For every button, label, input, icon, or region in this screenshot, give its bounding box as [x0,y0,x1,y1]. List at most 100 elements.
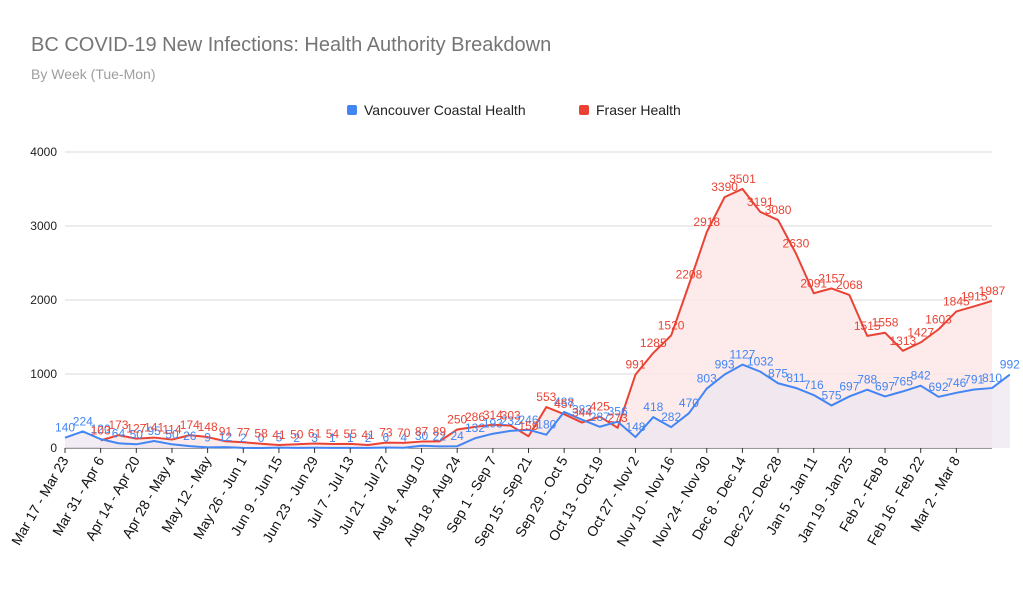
data-label: 803 [697,372,717,386]
data-label: 55 [344,427,358,441]
y-tick-label: 4000 [30,145,57,159]
data-label: 303 [501,409,521,423]
data-label: 3191 [747,195,774,209]
data-label: 3080 [765,203,792,217]
data-label: 2 [365,431,372,445]
data-label: 992 [1000,358,1020,372]
data-label: 842 [911,369,931,383]
data-label: 30 [415,429,429,443]
data-label: 87 [415,425,429,439]
series-line-0 [64,363,1011,449]
data-label: 575 [822,388,842,402]
data-label: 1313 [890,334,917,348]
data-label: 5 [276,431,283,445]
y-tick-label: 0 [50,441,57,455]
data-label: 1558 [872,316,899,330]
data-label: 61 [308,426,322,440]
data-label: 120 [91,422,111,436]
data-label: 344 [572,406,592,420]
data-label: 1285 [640,336,667,350]
data-label: 173 [108,418,128,432]
data-label: 180 [536,418,556,432]
data-label: 788 [857,373,877,387]
data-label: 3501 [729,172,756,186]
data-label: 148 [198,420,218,434]
data-label: 4 [400,431,407,445]
chart-subtitle: By Week (Tue-Mon) [31,66,156,82]
data-label: 224 [73,414,93,428]
data-label: 314 [483,408,503,422]
legend-swatch-1 [579,105,589,115]
data-label: 132 [465,421,485,435]
data-label: 1 [329,431,336,445]
legend-swatch-0 [347,105,357,115]
data-label: 141 [144,421,164,435]
data-label: 70 [397,426,411,440]
data-label: 697 [875,379,895,393]
data-label: 3 [311,431,318,445]
data-label: 77 [237,425,251,439]
data-label: 50 [130,427,144,441]
data-label: 114 [162,423,181,437]
data-label: 3390 [711,180,738,194]
data-label: 697 [839,379,859,393]
series-line-1 [100,187,993,446]
data-label: 356 [608,405,628,419]
data-label: 50 [290,427,304,441]
data-label: 470 [679,396,699,410]
legend-label-1: Fraser Health [596,102,681,118]
data-label: 148 [625,420,645,434]
y-tick-label: 3000 [30,219,57,233]
data-label: 282 [661,410,681,424]
data-label: 746 [946,376,966,390]
data-label: 2208 [676,268,703,282]
data-label: 64 [112,426,126,440]
data-label: 2918 [693,215,720,229]
data-label: 991 [625,358,645,372]
data-label: 993 [715,358,735,372]
data-label: 6 [383,431,390,445]
data-label: 174 [180,418,200,432]
data-label: 1845 [943,294,970,308]
data-label: 425 [590,400,610,414]
data-label: 810 [982,371,1002,385]
data-label: 1 [347,431,354,445]
data-label: 9 [204,430,211,444]
data-label: 103 [91,423,111,437]
data-label: 2091 [800,276,827,290]
data-label: 286 [465,410,485,424]
data-label: 250 [447,413,467,427]
data-label: 89 [433,424,447,438]
data-label: 1915 [961,289,988,303]
data-label: 1987 [979,284,1006,298]
data-label: 765 [893,374,913,388]
data-label: 875 [768,366,788,380]
data-label: 232 [501,414,521,428]
data-label: 41 [361,428,375,442]
data-label: 418 [643,400,663,414]
data-label: 58 [254,427,268,441]
data-label: 1032 [747,355,774,369]
data-label: 2157 [818,271,845,285]
data-label: 287 [590,410,610,424]
data-label: 2 [240,431,247,445]
data-label: 54 [326,427,340,441]
data-label: 488 [554,395,574,409]
data-label: 26 [183,429,197,443]
data-label: 273 [608,411,628,425]
data-label: 2 [293,431,300,445]
data-label: 246 [518,413,538,427]
data-label: 159 [518,419,538,433]
data-label: 95 [147,424,161,438]
data-label: 22 [433,429,447,443]
y-tick-label: 1000 [30,367,57,381]
area-0 [65,364,1010,448]
data-label: 457 [554,397,574,411]
data-label: 0 [258,431,265,445]
data-label: 73 [379,426,393,440]
data-label: 1520 [658,319,685,333]
data-label: 1515 [854,319,881,333]
data-label: 553 [536,390,556,404]
data-label: 2630 [783,236,810,250]
